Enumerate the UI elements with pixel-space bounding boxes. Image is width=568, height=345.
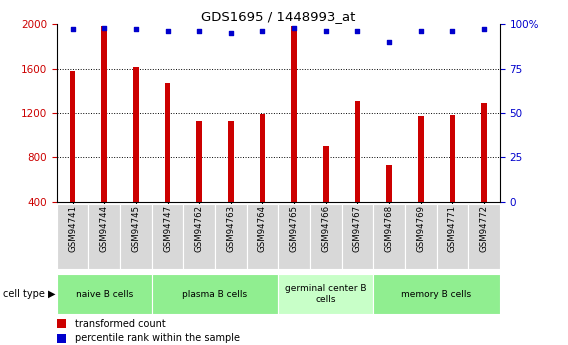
Text: memory B cells: memory B cells — [402, 289, 471, 299]
Bar — [57, 204, 89, 269]
Bar — [133, 68, 139, 202]
Text: GSM94741: GSM94741 — [68, 205, 77, 252]
Point — [100, 25, 109, 30]
Point — [416, 29, 425, 34]
Text: GSM94744: GSM94744 — [100, 205, 108, 252]
Text: naive B cells: naive B cells — [76, 289, 133, 299]
Point — [479, 27, 488, 32]
Bar — [247, 204, 278, 269]
Text: GSM94767: GSM94767 — [353, 205, 362, 252]
Text: GSM94772: GSM94772 — [479, 205, 488, 252]
Point — [68, 27, 77, 32]
Bar — [70, 71, 76, 202]
Bar — [228, 121, 233, 202]
Bar — [89, 204, 120, 269]
Bar — [278, 274, 373, 314]
Point — [131, 27, 140, 32]
Bar — [481, 103, 487, 202]
Text: GSM94763: GSM94763 — [227, 205, 235, 252]
Text: GSM94762: GSM94762 — [195, 205, 204, 252]
Bar — [354, 101, 360, 202]
Bar — [373, 274, 500, 314]
Bar — [183, 204, 215, 269]
Point — [226, 30, 235, 36]
Bar — [152, 274, 278, 314]
Point — [163, 29, 172, 34]
Bar — [341, 204, 373, 269]
Bar — [260, 114, 265, 202]
Bar — [57, 274, 152, 314]
Bar — [373, 204, 405, 269]
Text: transformed count: transformed count — [74, 318, 165, 328]
Text: GSM94765: GSM94765 — [290, 205, 299, 252]
Text: cell type ▶: cell type ▶ — [3, 289, 55, 299]
Bar — [418, 116, 424, 202]
Text: GSM94745: GSM94745 — [131, 205, 140, 252]
Point — [353, 29, 362, 34]
Point — [448, 29, 457, 34]
Text: GSM94747: GSM94747 — [163, 205, 172, 252]
Point — [258, 29, 267, 34]
Bar — [386, 165, 392, 202]
Title: GDS1695 / 1448993_at: GDS1695 / 1448993_at — [201, 10, 356, 23]
Bar — [215, 204, 247, 269]
Bar — [323, 146, 329, 202]
Bar — [102, 26, 107, 202]
Text: GSM94771: GSM94771 — [448, 205, 457, 252]
Point — [195, 29, 204, 34]
Bar — [197, 121, 202, 202]
Text: percentile rank within the sample: percentile rank within the sample — [74, 333, 240, 343]
Bar — [57, 334, 66, 343]
Text: GSM94764: GSM94764 — [258, 205, 267, 252]
Bar — [120, 204, 152, 269]
Text: GSM94768: GSM94768 — [385, 205, 394, 252]
Bar — [278, 204, 310, 269]
Bar — [291, 26, 297, 202]
Bar — [449, 115, 455, 202]
Point — [385, 39, 394, 45]
Text: GSM94766: GSM94766 — [321, 205, 330, 252]
Point — [290, 25, 299, 30]
Bar — [57, 319, 66, 328]
Text: GSM94769: GSM94769 — [416, 205, 425, 252]
Text: plasma B cells: plasma B cells — [182, 289, 248, 299]
Point — [321, 29, 331, 34]
Bar — [468, 204, 500, 269]
Text: germinal center B
cells: germinal center B cells — [285, 284, 366, 304]
Bar — [437, 204, 468, 269]
Bar — [405, 204, 437, 269]
Bar — [310, 204, 341, 269]
Bar — [165, 83, 170, 202]
Bar — [152, 204, 183, 269]
